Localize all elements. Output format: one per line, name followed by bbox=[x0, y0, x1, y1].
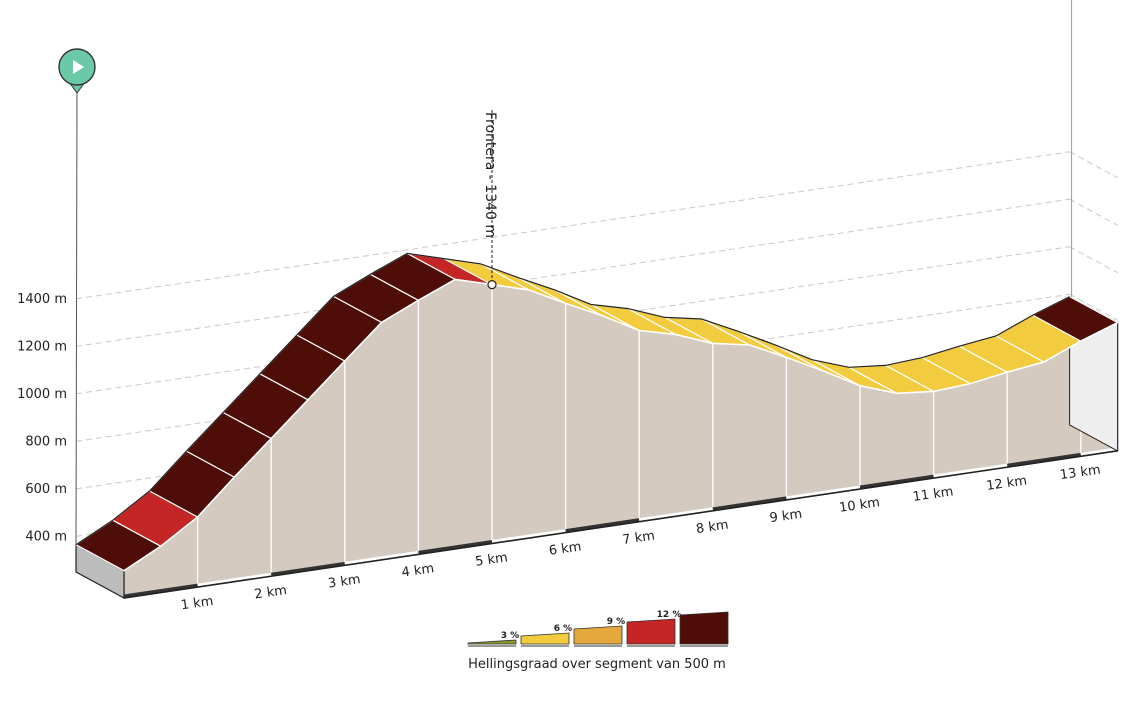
grid-line bbox=[75, 151, 1070, 300]
profile-overlay: Frontera - 1340 m bbox=[58, 48, 498, 545]
legend: Hellingsgraad over segment van 500 m 3 %… bbox=[467, 610, 729, 672]
legend-swatch bbox=[520, 632, 570, 645]
x-tick-label: 2 km bbox=[254, 583, 288, 602]
summit-label: Frontera - 1340 m bbox=[482, 112, 498, 238]
start-marker-stem bbox=[75, 86, 78, 545]
x-tick-label: 9 km bbox=[769, 507, 803, 526]
legend-item-label: 3 % bbox=[501, 631, 519, 641]
top-back-edge bbox=[75, 252, 1070, 546]
x-axis-labels: 1 km 2 km 3 km 4 km 5 km 6 km 7 km 8 km 9 km 10 k… bbox=[180, 463, 1102, 614]
base-band bbox=[123, 583, 198, 598]
x-tick-label: 10 km bbox=[838, 495, 881, 516]
summit-dot bbox=[487, 280, 497, 290]
y-tick-label: 600 m bbox=[25, 482, 67, 497]
base-band bbox=[638, 507, 714, 522]
legend-item-label: 9 % bbox=[607, 617, 625, 627]
legend-caption: Hellingsgraad over segment van 500 m bbox=[468, 657, 726, 672]
legend-swatch bbox=[467, 639, 517, 645]
play-icon bbox=[73, 60, 84, 74]
grid-line-depth bbox=[1069, 198, 1118, 226]
x-tick-label: 3 km bbox=[327, 572, 361, 591]
y-tick-label: 1200 m bbox=[17, 339, 67, 354]
base-band bbox=[344, 550, 419, 565]
x-tick-label: 5 km bbox=[474, 550, 508, 569]
base-band bbox=[418, 540, 493, 554]
base-band bbox=[565, 518, 640, 533]
legend-swatch bbox=[626, 618, 676, 645]
legend-item-label: 6 % bbox=[554, 624, 572, 634]
base-band bbox=[197, 572, 272, 587]
base-band bbox=[491, 529, 566, 543]
y-tick-label: 400 m bbox=[25, 529, 67, 544]
base-band bbox=[1006, 452, 1082, 467]
legend-swatch bbox=[679, 611, 729, 645]
grid-line-depth bbox=[1069, 246, 1118, 274]
grid-line bbox=[75, 198, 1070, 347]
x-tick-label: 12 km bbox=[985, 473, 1028, 494]
base-band bbox=[786, 485, 861, 500]
base-band bbox=[1080, 447, 1118, 456]
grid-line-depth bbox=[1069, 293, 1118, 321]
base-edge bbox=[123, 450, 1118, 599]
x-tick-label: 11 km bbox=[912, 484, 955, 505]
base-band bbox=[270, 561, 346, 576]
side-wall-face bbox=[123, 278, 1119, 599]
base-band bbox=[933, 463, 1008, 478]
gradient-segments bbox=[75, 252, 1119, 572]
grid-line-depth bbox=[1069, 151, 1118, 179]
x-tick-label: 6 km bbox=[548, 539, 582, 558]
x-tick-label: 4 km bbox=[401, 561, 435, 580]
legend-item-label: 12 % bbox=[657, 610, 682, 620]
x-tick-label: 13 km bbox=[1059, 463, 1102, 484]
x-tick-label: 8 km bbox=[695, 518, 729, 537]
y-axis-labels: 400 m 600 m 800 m 1000 m 1200 m 1400 m bbox=[17, 292, 67, 545]
x-tick-label: 1 km bbox=[180, 594, 214, 613]
base-band bbox=[712, 496, 787, 511]
top-front-edge bbox=[123, 278, 1118, 572]
base-band bbox=[859, 474, 934, 489]
legend-swatch bbox=[573, 625, 623, 645]
y-tick-label: 1400 m bbox=[17, 292, 67, 307]
y-tick-label: 800 m bbox=[25, 434, 67, 449]
x-tick-label: 7 km bbox=[622, 529, 656, 548]
y-tick-label: 1000 m bbox=[17, 387, 67, 402]
